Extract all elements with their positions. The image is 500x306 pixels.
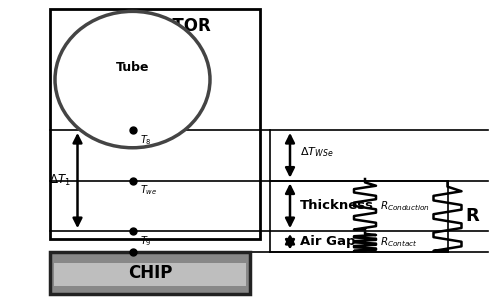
Text: $R_{Contact}$: $R_{Contact}$ — [380, 235, 418, 249]
Bar — [50, 252, 250, 294]
Text: $T_9$: $T_9$ — [140, 256, 151, 269]
Text: EVAPORTOR: EVAPORTOR — [98, 17, 212, 35]
Text: $T_9$: $T_9$ — [140, 234, 151, 248]
Bar — [54, 263, 246, 286]
Text: CHIP: CHIP — [128, 264, 172, 282]
Bar — [50, 9, 260, 239]
Text: Tube: Tube — [116, 61, 149, 74]
Text: Air Gap: Air Gap — [300, 235, 356, 248]
Text: $\Delta T_1$: $\Delta T_1$ — [49, 173, 71, 188]
Ellipse shape — [55, 11, 210, 148]
Text: Thickness: Thickness — [300, 199, 374, 212]
Text: $T_{we}$: $T_{we}$ — [140, 184, 158, 197]
Text: $R_{Conduction}$: $R_{Conduction}$ — [380, 199, 430, 213]
Text: R: R — [465, 207, 479, 226]
Text: $T_8$: $T_8$ — [140, 133, 152, 147]
Text: $\Delta T_{WSe}$: $\Delta T_{WSe}$ — [300, 145, 334, 159]
